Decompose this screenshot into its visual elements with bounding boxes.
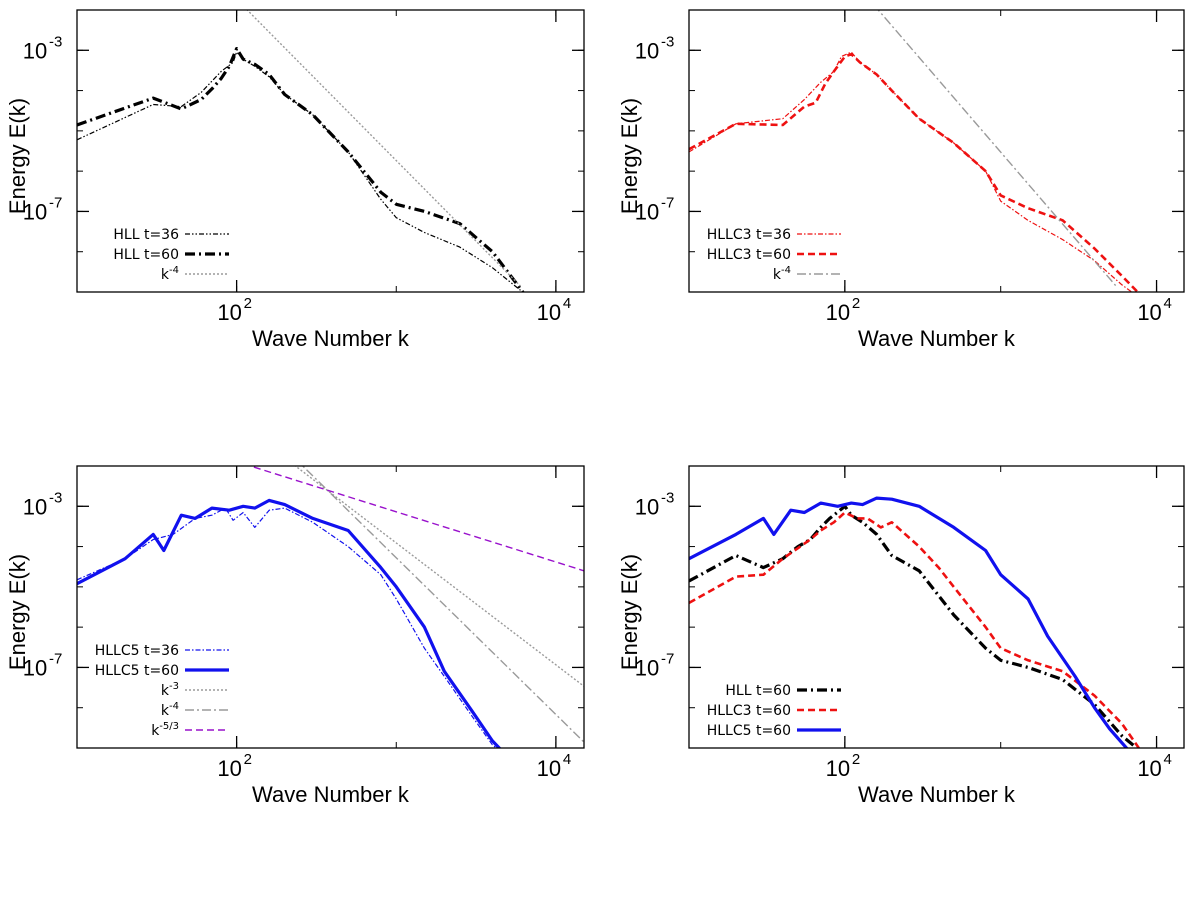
series-line-3 [877, 10, 1117, 287]
y-tick-label: 10 [635, 494, 659, 519]
plot-frame [688, 465, 1185, 749]
series-group [77, 466, 584, 748]
legend-entry-label: HLLC3 t=60 [707, 703, 791, 719]
x-tick-exponent: 4 [1164, 751, 1172, 768]
x-tick-exponent: 2 [244, 751, 252, 768]
x-tick-exponent: 2 [852, 751, 860, 768]
y-tick-label: 10 [635, 199, 659, 224]
y-tick-exponent: -3 [49, 33, 62, 50]
x-axis-label: Wave Number k [252, 326, 410, 351]
y-axis-label: Energy E(k) [5, 98, 30, 214]
y-tick-label: 10 [635, 655, 659, 680]
x-tick-exponent: 4 [1164, 295, 1172, 312]
y-tick-exponent: -7 [661, 650, 674, 667]
legend-entry-label: HLLC5 t=60 [95, 663, 179, 679]
series-group [689, 10, 1140, 292]
legend-entry-label: k-4 [773, 265, 791, 283]
series-line-3 [689, 496, 1129, 748]
series-line-2 [689, 52, 1140, 292]
legend-entry-label: HLL t=60 [725, 683, 791, 699]
y-tick-exponent: -3 [661, 33, 674, 50]
x-tick-exponent: 4 [563, 751, 571, 768]
x-tick-exponent: 4 [563, 295, 571, 312]
legend-entry-label: HLLC5 t=36 [95, 643, 179, 659]
plot-frame [76, 465, 585, 749]
y-tick-label: 10 [23, 38, 47, 63]
series-line-2 [77, 498, 502, 748]
x-tick-exponent: 2 [852, 295, 860, 312]
y-axis-label: Energy E(k) [5, 554, 30, 670]
y-tick-exponent: -3 [49, 489, 62, 506]
x-axis-label: Wave Number k [252, 782, 410, 807]
y-tick-exponent: -7 [661, 194, 674, 211]
legend-entry-label: HLLC3 t=36 [707, 227, 791, 243]
legend: HLL t=36 HLL t=60 k-4 [113, 227, 229, 283]
legend-entry-label: k-3 [161, 681, 179, 699]
x-tick-label: 10 [1137, 300, 1161, 325]
legend-entry-label: HLLC5 t=60 [707, 723, 791, 739]
x-tick-label: 10 [826, 300, 850, 325]
series-line-1 [77, 51, 521, 291]
x-tick-label: 10 [537, 756, 561, 781]
legend-entry-label: HLLC3 t=60 [707, 247, 791, 263]
x-tick-exponent: 2 [244, 295, 252, 312]
legend-entry-label: k-4 [161, 265, 179, 283]
legend-entry-label: HLL t=60 [113, 247, 179, 263]
series-line-3 [294, 466, 584, 687]
y-tick-label: 10 [23, 199, 47, 224]
legend-entry-label: k-4 [161, 701, 179, 719]
y-tick-exponent: -3 [661, 489, 674, 506]
y-tick-label: 10 [23, 655, 47, 680]
series-line-4 [301, 466, 584, 743]
legend: HLLC5 t=36 HLLC5 t=60 k-3 k-4 k-5/3 [95, 643, 229, 739]
legend-entry-label: HLL t=36 [113, 227, 179, 243]
y-tick-label: 10 [23, 494, 47, 519]
plot-frame [688, 9, 1185, 293]
plot-frame [76, 9, 585, 293]
series-group [689, 496, 1141, 748]
x-tick-label: 10 [217, 300, 241, 325]
x-tick-label: 10 [537, 300, 561, 325]
x-tick-label: 10 [217, 756, 241, 781]
x-tick-label: 10 [826, 756, 850, 781]
y-tick-label: 10 [635, 38, 659, 63]
series-line-2 [77, 47, 525, 292]
legend: HLL t=60 HLLC3 t=60 HLLC5 t=60 [707, 683, 841, 739]
legend-entry-label: k-5/3 [151, 721, 179, 739]
y-axis-label: Energy E(k) [617, 554, 642, 670]
series-line-3 [246, 10, 521, 287]
y-tick-exponent: -7 [49, 650, 62, 667]
x-axis-label: Wave Number k [858, 326, 1016, 351]
legend: HLLC3 t=36 HLLC3 t=60 k-4 [707, 227, 841, 283]
y-axis-label: Energy E(k) [617, 98, 642, 214]
series-group [77, 10, 525, 292]
series-line-2 [689, 511, 1141, 748]
x-tick-label: 10 [1137, 756, 1161, 781]
series-line-1 [77, 507, 498, 748]
series-line-5 [248, 466, 584, 572]
y-tick-exponent: -7 [49, 194, 62, 211]
x-axis-label: Wave Number k [858, 782, 1016, 807]
